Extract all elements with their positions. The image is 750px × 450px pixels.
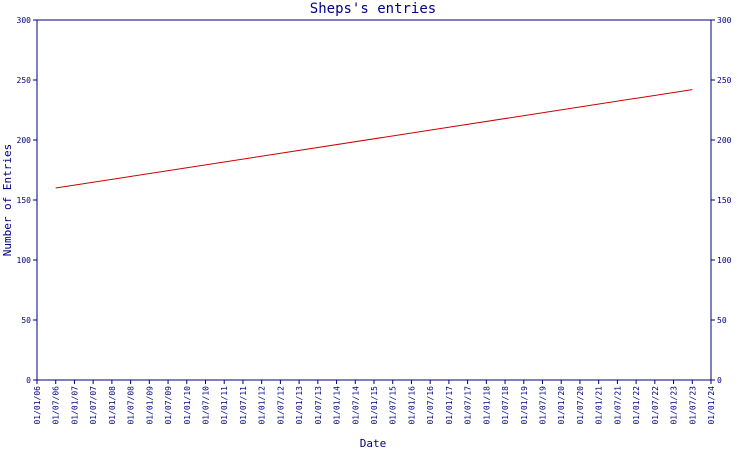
x-tick-label: 01/01/17 bbox=[445, 386, 454, 425]
y-tick-label-right: 300 bbox=[717, 16, 732, 25]
y-tick-label-left: 100 bbox=[17, 256, 32, 265]
x-tick-label: 01/01/13 bbox=[295, 386, 304, 425]
y-axis-left: 0 50 100 150 200 250 300 bbox=[17, 16, 37, 385]
x-tick-label: 01/01/07 bbox=[70, 386, 79, 425]
y-tick-label-left: 50 bbox=[21, 316, 31, 325]
x-tick-label: 01/01/20 bbox=[557, 386, 566, 425]
y-tick-label-right: 0 bbox=[717, 376, 722, 385]
y-tick-label-right: 150 bbox=[717, 196, 732, 205]
x-tick-label: 01/07/10 bbox=[202, 386, 211, 425]
x-tick-label: 01/07/06 bbox=[52, 386, 61, 425]
x-axis-label: Date bbox=[360, 437, 387, 450]
x-tick-label: 01/01/10 bbox=[183, 386, 192, 425]
x-tick-label: 01/07/13 bbox=[314, 386, 323, 425]
x-tick-label: 01/01/06 bbox=[33, 386, 42, 425]
x-tick-label: 01/07/16 bbox=[426, 386, 435, 425]
x-tick-label: 01/01/14 bbox=[333, 386, 342, 425]
x-tick-label: 01/07/11 bbox=[239, 386, 248, 425]
x-tick-label: 01/01/09 bbox=[145, 386, 154, 425]
y-tick-label-right: 50 bbox=[717, 316, 727, 325]
y-tick-label-left: 200 bbox=[17, 136, 32, 145]
y-axis-right: 0 50 100 150 200 250 300 bbox=[711, 16, 732, 385]
series-line bbox=[55, 89, 693, 189]
x-tick-label: 01/07/18 bbox=[501, 386, 510, 425]
x-axis: 01/01/06 01/07/06 01/01/07 01/07/07 01/01/08… bbox=[33, 380, 716, 425]
y-tick-label-left: 300 bbox=[17, 16, 32, 25]
plot-frame bbox=[36, 19, 712, 381]
x-tick-label: 01/01/23 bbox=[670, 386, 679, 425]
x-tick-label: 01/07/09 bbox=[164, 386, 173, 425]
x-tick-label: 01/07/20 bbox=[576, 386, 585, 425]
x-tick-label: 01/01/11 bbox=[220, 386, 229, 425]
x-tick-label: 01/07/17 bbox=[464, 386, 473, 425]
x-tick-label: 01/07/22 bbox=[651, 386, 660, 425]
x-tick-label: 01/07/19 bbox=[539, 386, 548, 425]
y-tick-label-right: 200 bbox=[717, 136, 732, 145]
x-tick-label: 01/01/12 bbox=[258, 386, 267, 425]
x-tick-label: 01/07/12 bbox=[276, 386, 285, 425]
y-tick-label-left: 0 bbox=[26, 376, 31, 385]
y-tick-label-left: 150 bbox=[17, 196, 32, 205]
x-tick-label: 01/07/15 bbox=[389, 386, 398, 425]
x-tick-label: 01/01/19 bbox=[520, 386, 529, 425]
x-tick-label: 01/07/07 bbox=[89, 386, 98, 425]
y-tick-label-right: 100 bbox=[717, 256, 732, 265]
y-tick-label-right: 250 bbox=[717, 76, 732, 85]
y-tick-label-left: 250 bbox=[17, 76, 32, 85]
x-tick-label: 01/01/08 bbox=[108, 386, 117, 425]
x-tick-label: 01/01/21 bbox=[595, 386, 604, 425]
x-tick-label: 01/01/15 bbox=[370, 386, 379, 425]
x-tick-label: 01/07/23 bbox=[688, 386, 697, 425]
x-tick-label: 01/07/14 bbox=[351, 386, 360, 425]
x-tick-label: 01/01/18 bbox=[482, 386, 491, 425]
x-tick-label: 01/07/21 bbox=[613, 386, 622, 425]
x-tick-label: 01/01/24 bbox=[707, 386, 716, 425]
chart-title: Sheps's entries bbox=[310, 1, 436, 17]
x-tick-label: 01/01/22 bbox=[632, 386, 641, 425]
series-group bbox=[55, 89, 693, 189]
x-tick-label: 01/01/16 bbox=[407, 386, 416, 425]
x-tick-label: 01/07/08 bbox=[127, 386, 136, 425]
y-axis-label: Number of Entries bbox=[1, 144, 14, 257]
